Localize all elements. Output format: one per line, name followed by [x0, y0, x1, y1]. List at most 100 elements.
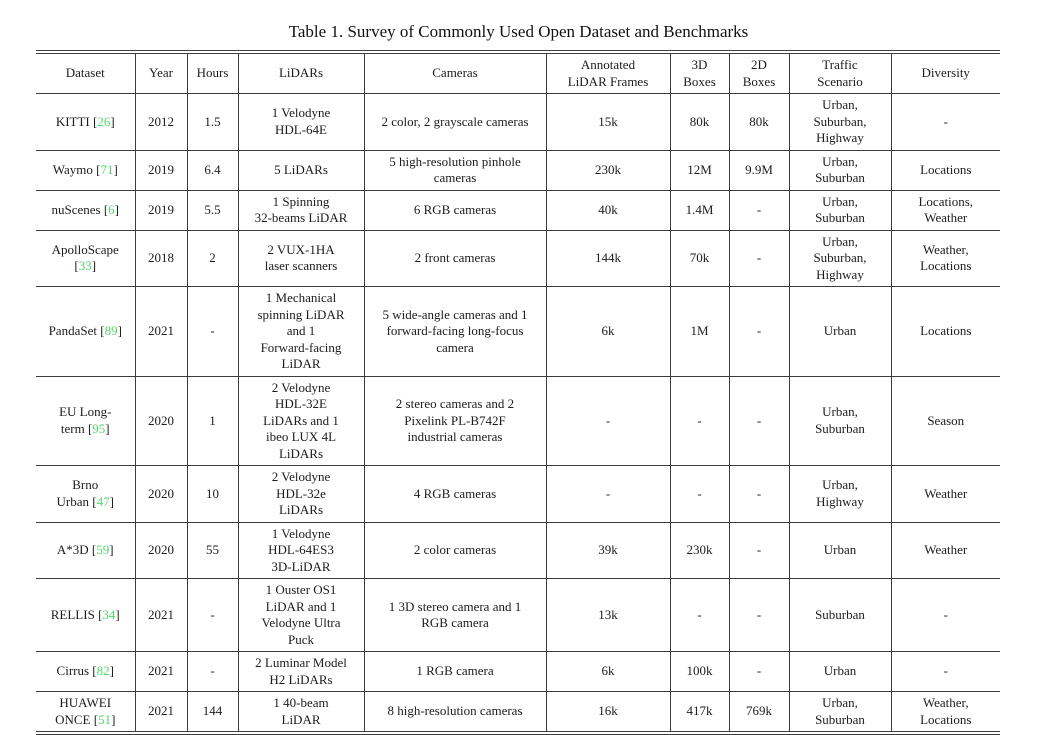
table-row: KITTI [26] 2012 1.5 1 Velodyne HDL-64E 2 col… [36, 93, 1000, 151]
dataset-cell: PandaSet [89] [36, 286, 135, 377]
annotated-frames-cell: - [545, 376, 670, 466]
cameras-cell: 1 3D stereo camera and 1 RGB camera [363, 578, 546, 652]
citation-bracket-close: ] [117, 323, 122, 338]
dataset-cell: RELLIS [34] [36, 578, 135, 652]
lidars-cell: 2 Luminar Model H2 LiDARs [237, 651, 364, 692]
annotated-frames-cell: 15k [545, 93, 670, 151]
citation-link[interactable]: 51 [98, 711, 112, 727]
cameras-cell: 2 front cameras [363, 230, 546, 287]
datasets-survey-table: Dataset Year Hours LiDARs Cameras Annota… [36, 50, 1000, 735]
2d-boxes-cell: - [728, 465, 789, 523]
lidars-cell: 1 Mechanical spinning LiDAR and 1 Forwar… [237, 286, 364, 377]
dataset-name: PandaSet [48, 323, 101, 338]
3d-boxes-cell: 1M [669, 286, 729, 377]
citation-link[interactable]: 82 [96, 663, 110, 679]
col-header-dataset: Dataset [36, 50, 135, 94]
dataset-cell: KITTI [26] [36, 93, 135, 151]
col-header-cameras: Cameras [363, 50, 546, 94]
citation-bracket-open: [ [100, 323, 105, 338]
citation-bracket-open: [ [93, 113, 98, 129]
col-header-traffic-scenario: Traffic Scenario [788, 50, 891, 94]
citation-bracket-close: ] [115, 606, 120, 622]
traffic-scenario-cell: Urban, Suburban [788, 150, 891, 191]
citation-bracket-close: ] [109, 542, 114, 557]
dataset-cell: HUAWEI ONCE [51] [36, 691, 135, 735]
table-caption: Table 1. Survey of Commonly Used Open Da… [288, 22, 749, 41]
dataset-name: HUAWEI ONCE [55, 695, 112, 727]
hours-cell: - [186, 286, 238, 377]
2d-boxes-cell: 80k [728, 93, 789, 151]
annotated-frames-cell: 13k [545, 578, 670, 652]
citation-link[interactable]: 33 [78, 258, 92, 274]
2d-boxes-cell: - [728, 190, 789, 231]
citation-link[interactable]: 59 [96, 542, 110, 557]
table-row: A*3D [59] 2020 55 1 Velodyne HDL-64ES3 3D-L… [36, 522, 1000, 579]
citation-link[interactable]: 47 [96, 493, 110, 509]
dataset-cell: A*3D [59] [36, 522, 135, 579]
citation-link[interactable]: 95 [92, 420, 106, 436]
year-cell: 2021 [134, 286, 187, 377]
3d-boxes-cell: 70k [669, 230, 729, 287]
cameras-cell: 1 RGB camera [363, 651, 546, 692]
lidars-cell: 5 LiDARs [237, 150, 364, 191]
cameras-cell: 8 high-resolution cameras [363, 691, 546, 735]
3d-boxes-cell: 12M [669, 150, 729, 191]
year-cell: 2021 [134, 651, 187, 692]
2d-boxes-cell: - [728, 578, 789, 652]
traffic-scenario-cell: Urban [788, 522, 891, 579]
citation-bracket-open: [ [91, 542, 97, 557]
hours-cell: 55 [186, 522, 238, 579]
cameras-cell: 4 RGB cameras [363, 465, 546, 523]
cameras-cell: 5 high-resolution pinhole cameras [363, 150, 546, 191]
lidars-cell: 1 Ouster OS1 LiDAR and 1 Velodyne Ultra … [237, 578, 364, 652]
diversity-cell: - [890, 93, 1000, 151]
citation-bracket-open: [ [93, 711, 99, 727]
dataset-cell: ApolloScape [33] [36, 230, 135, 287]
citation-bracket-open: [ [87, 420, 93, 436]
annotated-frames-cell: 230k [545, 150, 670, 191]
dataset-cell: Brno Urban [47] [36, 465, 135, 523]
annotated-frames-cell: 6k [545, 651, 670, 692]
diversity-cell: - [890, 651, 1000, 692]
citation-bracket-close: ] [111, 711, 116, 727]
citation-link[interactable]: 6 [108, 201, 115, 217]
dataset-name: KITTI [55, 113, 93, 129]
dataset-cell: Cirrus [82] [36, 651, 135, 692]
annotated-frames-cell: 39k [545, 522, 670, 579]
citation-bracket-close: ] [113, 161, 118, 177]
2d-boxes-cell: 769k [728, 691, 789, 735]
citation-link[interactable]: 34 [102, 606, 116, 622]
diversity-cell: - [890, 578, 1000, 652]
cameras-cell: 2 color, 2 grayscale cameras [363, 93, 546, 151]
diversity-cell: Weather [890, 522, 1000, 579]
dataset-name: Waymo [52, 161, 97, 177]
annotated-frames-cell: - [545, 465, 670, 523]
cameras-cell: 2 color cameras [363, 522, 546, 579]
table-row: ApolloScape [33] 2018 2 2 VUX-1HA laser sca… [36, 230, 1000, 287]
citation-bracket-close: ] [109, 663, 114, 679]
diversity-cell: Locations [890, 286, 1000, 377]
year-cell: 2020 [134, 465, 187, 523]
year-cell: 2020 [134, 376, 187, 466]
year-cell: 2019 [134, 150, 187, 191]
3d-boxes-cell: - [669, 578, 729, 652]
citation-link[interactable]: 89 [104, 323, 118, 338]
dataset-name: A*3D [56, 542, 92, 557]
citation-link[interactable]: 26 [97, 113, 111, 129]
traffic-scenario-cell: Urban, Highway [788, 465, 891, 523]
2d-boxes-cell: - [728, 376, 789, 466]
year-cell: 2019 [134, 190, 187, 231]
col-header-diversity: Diversity [890, 50, 1000, 94]
col-header-2d-boxes: 2D Boxes [728, 50, 789, 94]
dataset-name: EU Long- term [59, 404, 112, 436]
3d-boxes-cell: - [669, 465, 729, 523]
diversity-cell: Weather, Locations [890, 230, 1000, 287]
col-header-3d-boxes: 3D Boxes [669, 50, 729, 94]
citation-bracket-close: ] [109, 493, 114, 509]
citation-link[interactable]: 71 [100, 161, 114, 177]
citation-bracket-close: ] [114, 201, 120, 217]
citation-bracket-close: ] [105, 420, 110, 436]
table-row: Brno Urban [47] 2020 10 2 Velodyne HDL-32e … [36, 465, 1000, 523]
year-cell: 2012 [134, 93, 187, 151]
traffic-scenario-cell: Urban, Suburban [788, 376, 891, 466]
